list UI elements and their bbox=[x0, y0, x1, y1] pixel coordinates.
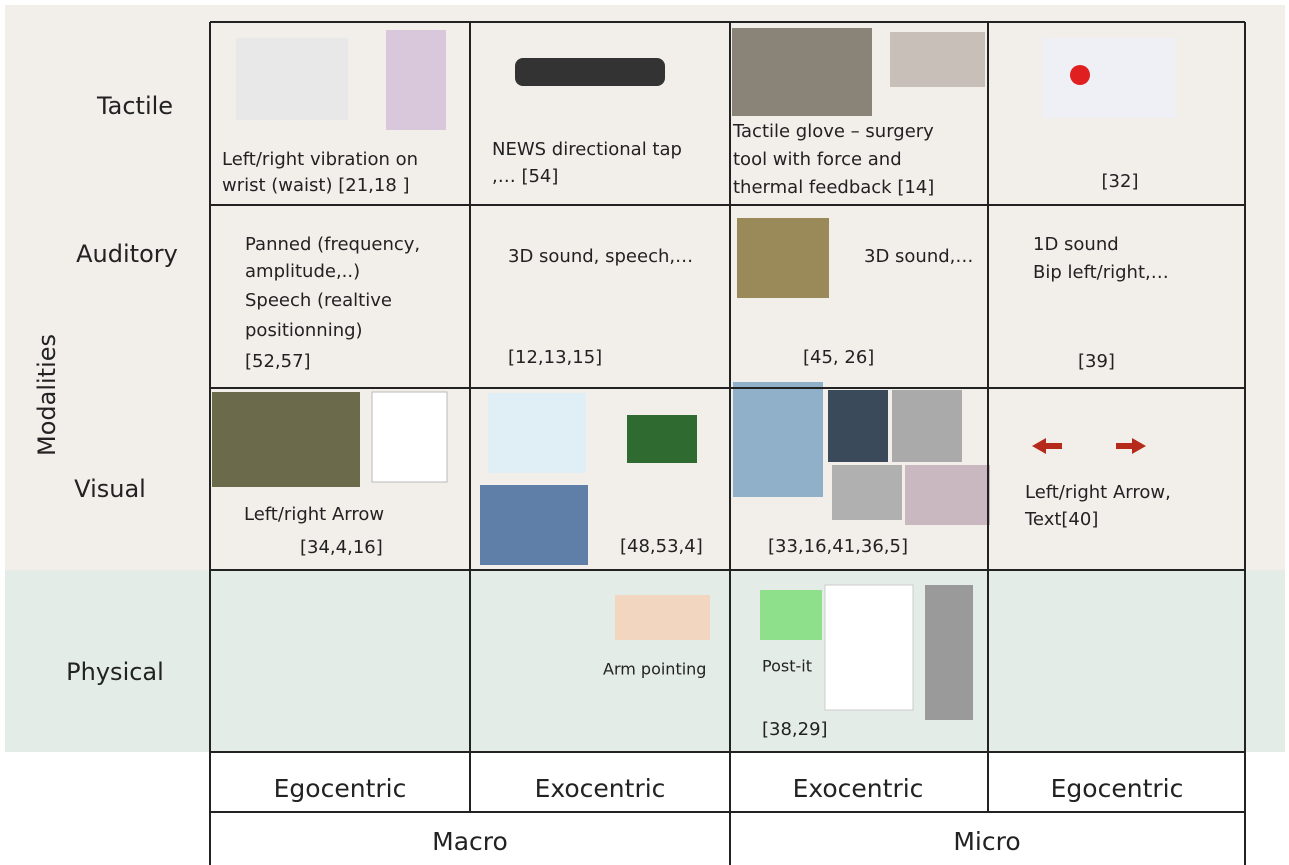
cell-text: [38,29] bbox=[762, 719, 828, 740]
cell-text: [45, 26] bbox=[803, 347, 874, 368]
cell-text: Tactile glove – surgery bbox=[732, 121, 934, 142]
frame-label: Exocentric bbox=[793, 774, 924, 803]
photo bbox=[515, 58, 665, 86]
row-label: Physical bbox=[66, 658, 164, 686]
cell-text: positionning) bbox=[245, 320, 363, 341]
cell-text: Bip left/right,… bbox=[1033, 262, 1169, 283]
grid bbox=[209, 21, 1246, 865]
axis-label: Modalities bbox=[33, 334, 61, 456]
photo bbox=[212, 392, 360, 487]
row-label: Visual bbox=[74, 475, 146, 503]
images bbox=[212, 28, 1175, 720]
photo bbox=[1070, 65, 1090, 85]
photo bbox=[480, 485, 588, 565]
cell-text: thermal feedback [14] bbox=[733, 177, 934, 198]
cell-text: [39] bbox=[1078, 351, 1115, 372]
cell-text: 3D sound,… bbox=[864, 246, 973, 267]
cell-text: Left/right Arrow, bbox=[1025, 482, 1171, 503]
cell-text: Text[40] bbox=[1024, 509, 1098, 530]
frame-label: Exocentric bbox=[535, 774, 666, 803]
cell-text: [33,16,41,36,5] bbox=[768, 536, 908, 557]
row-label: Auditory bbox=[76, 240, 178, 268]
photo bbox=[733, 382, 823, 497]
cell-text: [48,53,4] bbox=[620, 536, 703, 557]
cell-text: tool with force and bbox=[733, 149, 902, 170]
cell-text: 1D sound bbox=[1033, 234, 1119, 255]
photo bbox=[371, 391, 448, 483]
photo bbox=[760, 590, 822, 640]
cell-text: Left/right Arrow bbox=[244, 504, 384, 525]
cell-text: 3D sound, speech,… bbox=[508, 246, 693, 267]
photo bbox=[627, 415, 697, 463]
photo bbox=[832, 465, 902, 520]
photo bbox=[732, 28, 872, 116]
cell-text: Speech (realtive bbox=[245, 290, 392, 311]
cell-text: Panned (frequency, bbox=[245, 234, 420, 255]
photo bbox=[892, 390, 962, 462]
photo bbox=[890, 32, 985, 87]
cell-text: [32] bbox=[1102, 171, 1139, 192]
cell-text: Left/right vibration on bbox=[222, 149, 418, 170]
cell-text: Arm pointing bbox=[603, 660, 706, 679]
photo bbox=[1043, 38, 1175, 118]
cell-text: wrist (waist) [21,18 ] bbox=[222, 175, 410, 196]
photo bbox=[824, 584, 914, 711]
cell-text: amplitude,..) bbox=[245, 261, 360, 282]
photo bbox=[488, 393, 586, 473]
cell-text: Post-it bbox=[762, 657, 812, 676]
scale-label: Micro bbox=[953, 827, 1020, 856]
cell-text: [34,4,16] bbox=[300, 537, 383, 558]
cell-text: ,… [54] bbox=[492, 166, 558, 187]
row-label: Tactile bbox=[96, 92, 173, 120]
photo bbox=[737, 218, 829, 298]
frame-label: Egocentric bbox=[274, 774, 407, 803]
cell-text: [52,57] bbox=[245, 351, 311, 372]
photo bbox=[236, 38, 348, 120]
photo bbox=[828, 390, 888, 462]
photo bbox=[386, 30, 446, 130]
photo bbox=[615, 595, 710, 640]
frame-label: Egocentric bbox=[1051, 774, 1184, 803]
photo bbox=[905, 465, 990, 525]
scale-label: Macro bbox=[432, 827, 508, 856]
cell-text: [12,13,15] bbox=[508, 347, 602, 368]
cell-text: NEWS directional tap bbox=[492, 139, 682, 160]
photo bbox=[925, 585, 973, 720]
arrow-icon bbox=[1032, 438, 1146, 454]
